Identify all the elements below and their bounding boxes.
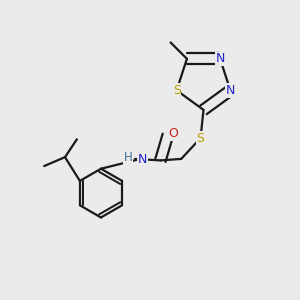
Text: N: N — [226, 84, 235, 97]
Text: H: H — [124, 151, 133, 164]
Text: N: N — [138, 153, 148, 166]
Text: S: S — [196, 132, 205, 145]
Text: N: N — [215, 52, 225, 65]
Text: S: S — [172, 84, 181, 97]
Text: O: O — [168, 127, 178, 140]
